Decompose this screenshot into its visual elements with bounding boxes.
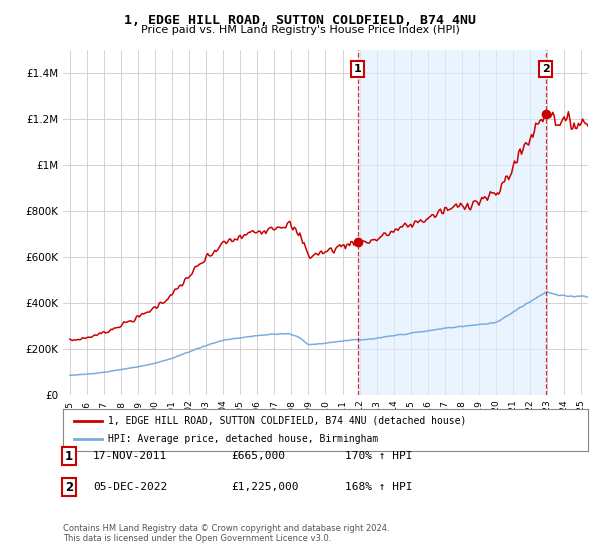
Text: 17-NOV-2011: 17-NOV-2011 [93,451,167,461]
Text: 05-DEC-2022: 05-DEC-2022 [93,482,167,492]
Text: 1, EDGE HILL ROAD, SUTTON COLDFIELD, B74 4NU: 1, EDGE HILL ROAD, SUTTON COLDFIELD, B74… [124,14,476,27]
Text: 1, EDGE HILL ROAD, SUTTON COLDFIELD, B74 4NU (detached house): 1, EDGE HILL ROAD, SUTTON COLDFIELD, B74… [107,416,466,426]
Bar [358,50,546,395]
Text: HPI: Average price, detached house, Birmingham: HPI: Average price, detached house, Birm… [107,434,378,444]
Text: £665,000: £665,000 [231,451,285,461]
Text: Price paid vs. HM Land Registry's House Price Index (HPI): Price paid vs. HM Land Registry's House … [140,25,460,35]
Text: 1: 1 [353,64,361,74]
Text: Contains HM Land Registry data © Crown copyright and database right 2024.: Contains HM Land Registry data © Crown c… [63,524,389,533]
Text: £1,225,000: £1,225,000 [231,482,299,492]
Text: 170% ↑ HPI: 170% ↑ HPI [345,451,413,461]
Text: 2: 2 [542,64,550,74]
Text: 168% ↑ HPI: 168% ↑ HPI [345,482,413,492]
Text: 2: 2 [65,480,73,494]
Text: 1: 1 [65,450,73,463]
Text: This data is licensed under the Open Government Licence v3.0.: This data is licensed under the Open Gov… [63,534,331,543]
